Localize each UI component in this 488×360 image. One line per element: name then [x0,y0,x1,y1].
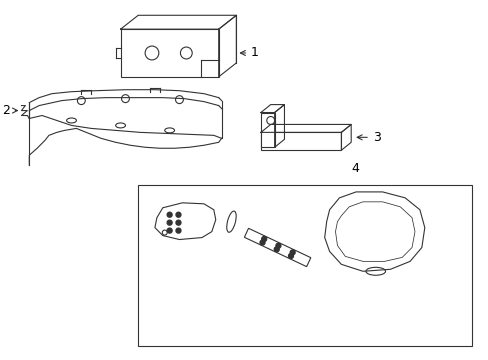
Text: 2: 2 [2,104,18,117]
Circle shape [176,220,181,225]
Bar [261,132,341,150]
Circle shape [288,253,293,258]
Circle shape [176,212,181,217]
Circle shape [167,212,172,217]
Circle shape [167,220,172,225]
Text: 3: 3 [356,131,380,144]
Polygon shape [244,228,310,267]
Circle shape [260,240,264,245]
Circle shape [275,243,280,248]
Text: 4: 4 [350,162,358,175]
Circle shape [167,228,172,233]
Bar [138,185,471,346]
Circle shape [289,250,294,255]
Bar [261,113,274,147]
Bar [121,29,218,77]
Circle shape [261,237,266,242]
Circle shape [176,228,181,233]
Polygon shape [335,202,414,261]
Circle shape [274,247,279,252]
Polygon shape [155,203,215,239]
Polygon shape [324,192,424,271]
Text: 1: 1 [240,46,259,59]
